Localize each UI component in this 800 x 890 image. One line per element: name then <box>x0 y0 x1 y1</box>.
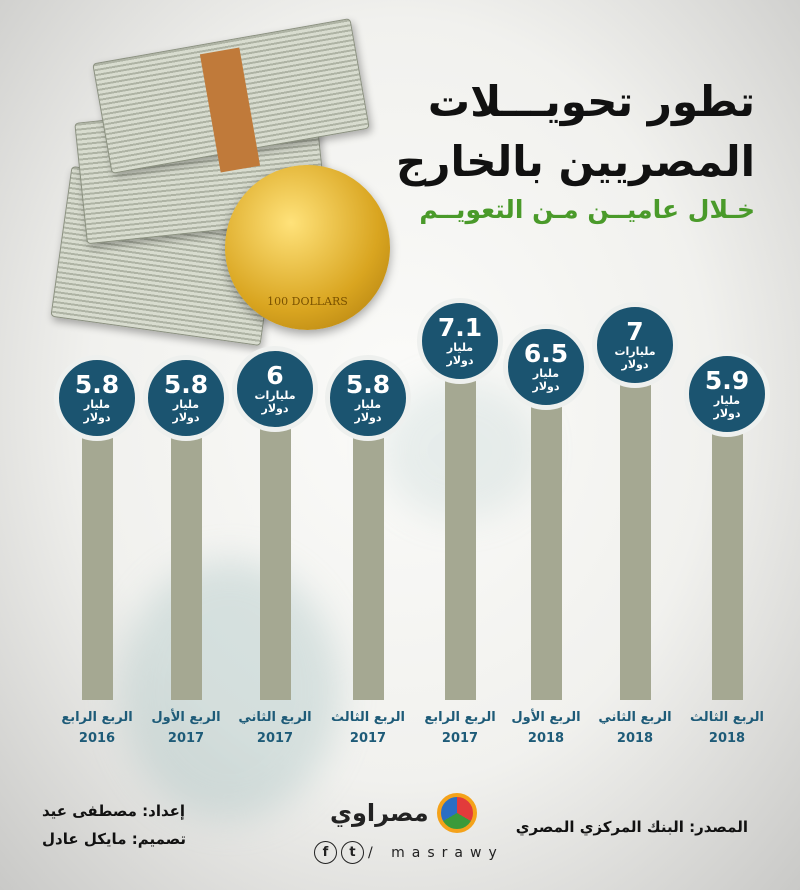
value-bubble: 6.5 مليار دولار <box>503 324 589 411</box>
value-bubble: 5.8 مليار دولار <box>54 355 140 441</box>
subtitle: خـلال عاميــن مـن التعويــم <box>419 195 755 224</box>
social-links: f t / masrawy <box>314 841 504 864</box>
unit-label: مليار دولار <box>172 398 200 424</box>
unit-label: مليار دولار <box>713 393 741 420</box>
x-tick-label: الربع الأول 2018 <box>511 710 581 746</box>
x-tick-label: الربع الثاني 2018 <box>598 710 672 746</box>
unit-label: مليارات دولار <box>614 345 656 372</box>
designed-by: تصميم: مايكل عادل <box>42 830 187 848</box>
page-title: تطور تحويـــلات المصريين بالخارج <box>396 77 755 186</box>
data-label: 5.8 <box>74 370 120 399</box>
data-label: 7 <box>626 317 644 347</box>
value-bubble: 5.8 مليار دولار <box>143 355 229 441</box>
value-bubble: 7 مليارات دولار <box>592 302 678 389</box>
data-label: 5.8 <box>163 370 209 399</box>
bar <box>712 393 743 700</box>
source-text: المصدر: البنك المركزي المصري <box>515 818 748 836</box>
unit-label: مليار دولار <box>83 398 111 424</box>
x-tick-label: الربع الأول 2017 <box>151 710 221 746</box>
unit-label: مليار دولار <box>532 367 560 394</box>
social-handle: / masrawy <box>368 844 504 861</box>
logo-icon <box>436 793 477 833</box>
bar <box>353 398 384 700</box>
twitter-icon[interactable]: t <box>341 841 364 864</box>
background-stain <box>120 560 340 820</box>
x-tick-label: الربع الثاني 2017 <box>238 710 312 746</box>
data-label: 6.5 <box>523 339 569 369</box>
masrawy-logo: مصراوي <box>330 793 477 833</box>
value-bubble: 6 مليارات دولار <box>232 346 318 433</box>
x-tick-label: الربع الرابع 2017 <box>424 710 496 746</box>
value-bubble: 5.8 مليار دولار <box>325 355 411 441</box>
gold-coin: 100 DOLLARS <box>225 165 390 330</box>
bar <box>171 398 202 700</box>
value-bubble: 7.1 مليار دولار <box>417 297 503 384</box>
unit-label: مليار دولار <box>354 398 382 424</box>
bar <box>82 398 113 700</box>
data-label: 5.8 <box>345 370 391 399</box>
bar <box>260 389 291 700</box>
unit-label: مليار دولار <box>446 340 474 367</box>
data-label: 7.1 <box>437 312 483 342</box>
bar <box>531 367 562 700</box>
prepared-by: إعداد: مصطفى عيد <box>42 802 186 820</box>
x-tick-label: الربع الثالث 2017 <box>331 710 405 746</box>
bar <box>445 340 476 700</box>
x-tick-label: الربع الرابع 2016 <box>61 710 133 746</box>
facebook-icon[interactable]: f <box>314 841 337 864</box>
bar <box>620 345 651 700</box>
unit-label: مليارات دولار <box>254 389 296 416</box>
value-bubble: 5.9 مليار دولار <box>684 350 770 437</box>
data-label: 6 <box>266 361 284 391</box>
x-tick-label: الربع الثالث 2018 <box>690 710 764 746</box>
data-label: 5.9 <box>704 365 750 395</box>
money-illustration: 100 DOLLARS <box>40 18 400 350</box>
